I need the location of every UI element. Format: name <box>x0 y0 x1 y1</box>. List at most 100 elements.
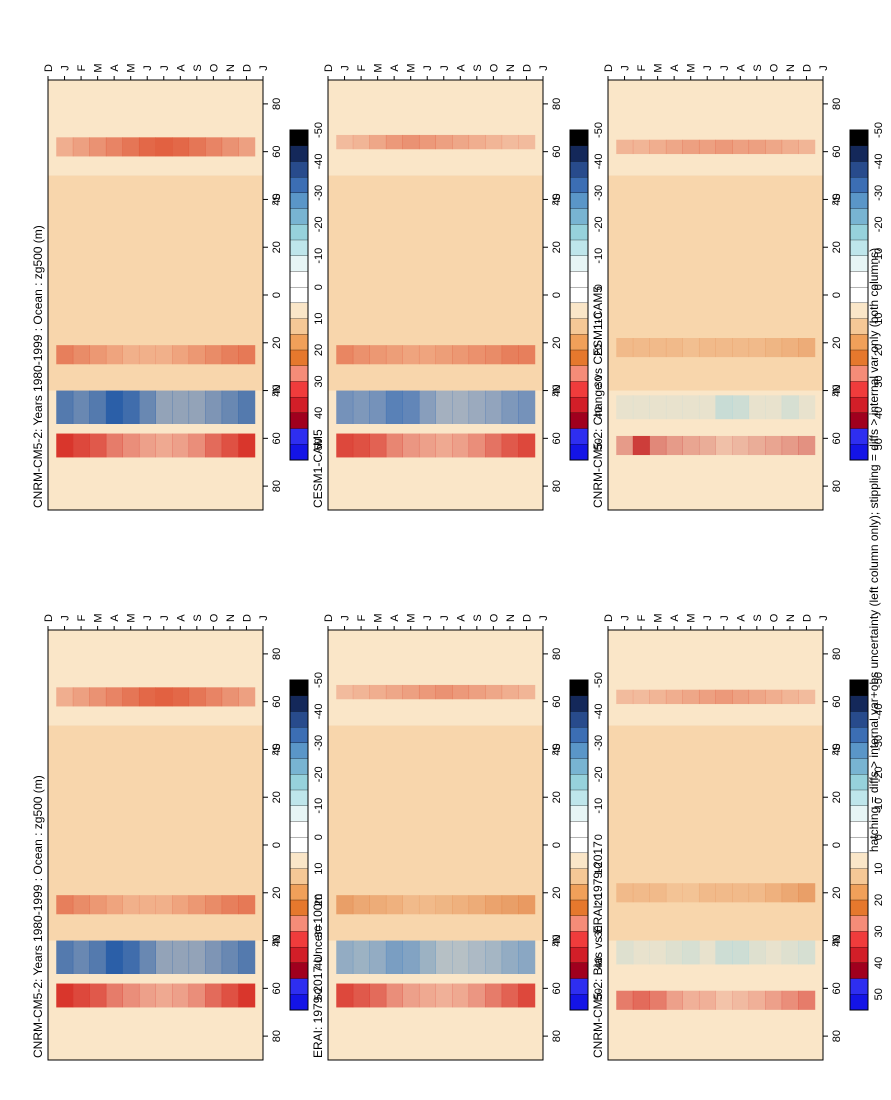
contour-band-cell <box>765 689 783 705</box>
contour-band-cell <box>352 895 370 915</box>
colorbar-label: 20 <box>873 344 885 356</box>
contour-band-cell <box>155 137 173 157</box>
month-label: M <box>93 63 105 72</box>
month-label: J <box>142 615 154 621</box>
lat-tick-label: 80 <box>551 1030 563 1042</box>
contour-band-cell <box>798 689 816 705</box>
contour-band-cell <box>402 390 420 424</box>
contour-band-cell <box>205 137 223 157</box>
month-label: J <box>818 65 830 71</box>
colorbar-swatch <box>289 396 309 414</box>
colorbar-swatch <box>569 742 589 759</box>
colorbar-swatch <box>849 443 869 461</box>
contour-band-cell <box>501 895 519 915</box>
contour-band-cell <box>172 983 190 1008</box>
colorbar-swatch <box>849 773 869 791</box>
contour-band-cell <box>748 435 766 456</box>
contour-band-cell <box>402 345 420 365</box>
contour-band-cell <box>336 345 354 365</box>
colorbar-label: 0 <box>873 284 885 290</box>
contour-band-cell <box>485 134 503 150</box>
contour-band-cell <box>518 390 536 424</box>
contour-band-cell <box>385 684 403 700</box>
month-label: J <box>340 615 352 621</box>
contour-band-cell <box>238 433 256 458</box>
contour-band-cell <box>105 433 123 458</box>
month-label: J <box>620 65 632 71</box>
colorbar-swatch <box>849 129 869 146</box>
panel-base-tint <box>608 175 823 391</box>
month-label: M <box>126 613 138 622</box>
colorbar-swatch <box>849 742 869 759</box>
hemisphere-label-s: °S <box>271 194 283 206</box>
colorbar-label: 10 <box>593 312 605 324</box>
month-label: A <box>735 64 747 72</box>
month-label: A <box>389 64 401 72</box>
contour-band-cell <box>435 433 453 458</box>
month-label: D <box>43 64 55 72</box>
lat-tick-label: 40 <box>831 743 843 755</box>
colorbar-swatch <box>289 726 309 744</box>
contour-band-cell <box>122 983 140 1008</box>
contour-band-cell <box>205 687 223 707</box>
colorbar-swatch <box>289 915 309 932</box>
contour-band-cell <box>89 895 107 915</box>
month-label: J <box>620 615 632 621</box>
contour-band-cell <box>56 940 74 974</box>
month-label: F <box>636 614 648 621</box>
colorbar-label: -50 <box>873 122 885 138</box>
hemisphere-label-s: °S <box>551 194 563 206</box>
contour-band-cell <box>418 345 437 365</box>
contour-band-cell <box>138 940 156 974</box>
colorbar-swatch <box>569 758 589 775</box>
contour-band-cell <box>452 684 470 700</box>
contour-band-cell <box>468 940 486 974</box>
month-label: J <box>60 65 72 71</box>
contour-band-cell <box>138 687 156 707</box>
contour-band-cell <box>105 137 123 157</box>
contour-band-cell <box>336 940 354 974</box>
contour-band-cell <box>435 983 453 1008</box>
colorbar-swatch <box>569 930 589 948</box>
contour-band-cell <box>682 689 700 705</box>
month-label: S <box>752 64 764 71</box>
colorbar-label: 40 <box>873 407 885 419</box>
colorbar-swatch <box>849 868 869 885</box>
lat-tick-label: 20 <box>551 791 563 803</box>
contour-band-cell <box>138 983 156 1008</box>
colorbar-swatch <box>289 349 309 366</box>
contour-band-cell <box>632 689 650 705</box>
month-label: D <box>801 614 813 622</box>
colorbar-swatch <box>289 412 309 429</box>
contour-band-cell <box>798 940 816 965</box>
colorbar-swatch <box>849 915 869 932</box>
colorbar-swatch <box>569 129 589 146</box>
contour-band-cell <box>518 433 536 458</box>
colorbar-swatch <box>289 270 309 288</box>
colorbar-swatch <box>569 789 589 806</box>
colorbar-swatch <box>289 129 309 146</box>
contour-band-cell <box>632 337 650 358</box>
contour-band-cell <box>452 134 470 150</box>
lat-tick-label: 20 <box>271 241 283 253</box>
contour-band-cell <box>238 137 256 157</box>
month-label: S <box>752 614 764 621</box>
colorbar-label: 0 <box>873 834 885 840</box>
colorbar-label: -40 <box>593 153 605 169</box>
contour-band-cell <box>89 687 107 707</box>
contour-band-cell <box>616 990 634 1010</box>
hemisphere-label-s: °S <box>831 194 843 206</box>
contour-band-cell <box>56 895 74 915</box>
contour-band-cell <box>698 395 717 420</box>
contour-band-cell <box>781 689 799 705</box>
colorbar-label: -20 <box>873 766 885 782</box>
colorbar-swatch <box>569 695 589 712</box>
colorbar-label: -10 <box>593 798 605 814</box>
month-label: M <box>406 63 418 72</box>
contour-band-cell <box>715 139 733 155</box>
colorbar-swatch <box>289 930 309 948</box>
lat-tick-label: 20 <box>271 337 283 349</box>
colorbar-swatch <box>569 852 589 869</box>
